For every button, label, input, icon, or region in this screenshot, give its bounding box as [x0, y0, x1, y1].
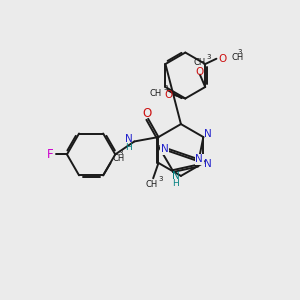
Text: CH: CH — [112, 154, 124, 163]
Text: H: H — [172, 179, 179, 188]
Text: CH: CH — [194, 58, 206, 67]
Text: CH: CH — [231, 53, 243, 62]
Text: N: N — [195, 154, 203, 164]
Text: O: O — [142, 107, 151, 120]
Text: O: O — [164, 90, 173, 100]
Text: N: N — [172, 171, 179, 181]
Text: H: H — [125, 143, 132, 152]
Text: F: F — [47, 148, 53, 161]
Text: N: N — [161, 144, 169, 154]
Text: 3: 3 — [206, 54, 211, 60]
Text: N: N — [124, 134, 132, 144]
Text: 3: 3 — [238, 49, 242, 55]
Text: 3: 3 — [158, 176, 163, 182]
Text: CH: CH — [149, 89, 162, 98]
Text: N: N — [204, 128, 212, 139]
Text: N: N — [204, 159, 212, 170]
Text: 3: 3 — [118, 150, 123, 156]
Text: O: O — [219, 54, 227, 64]
Text: O: O — [196, 67, 204, 77]
Text: CH: CH — [146, 180, 158, 189]
Text: 3: 3 — [164, 85, 168, 91]
